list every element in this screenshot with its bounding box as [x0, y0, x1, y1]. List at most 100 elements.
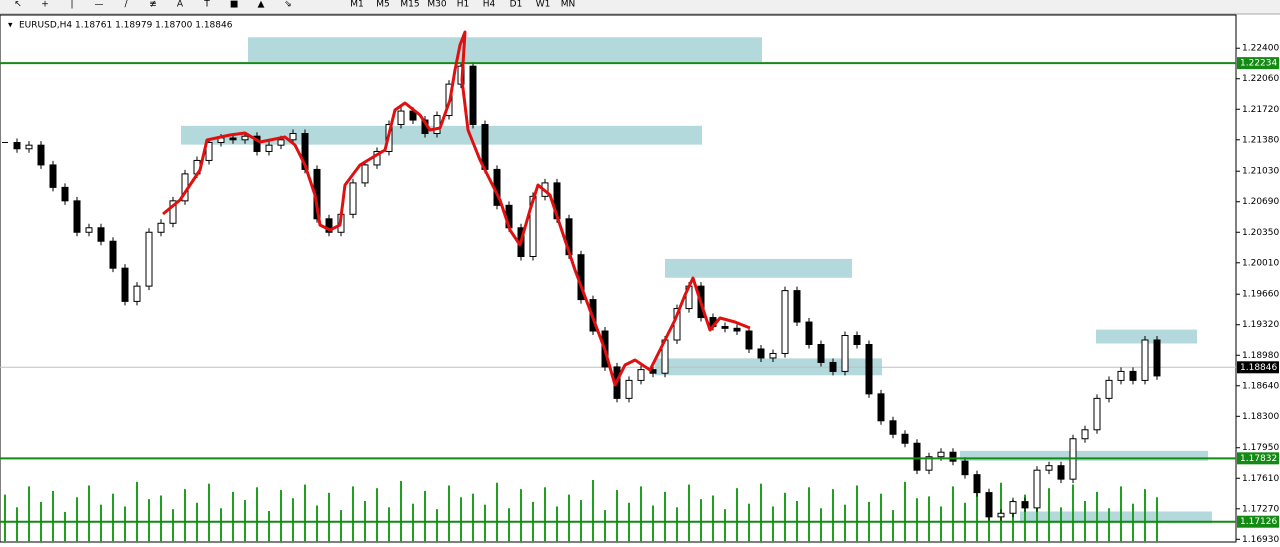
candle-body: [1117, 370, 1125, 381]
candle-body: [793, 290, 801, 323]
candle-body: [829, 361, 837, 372]
tool-icon[interactable]: A: [177, 0, 184, 10]
candle-body: [901, 433, 909, 444]
candle-body: [25, 144, 33, 150]
toolbar-periods: M1 M5 M15 M30 H1 H4 D1 W1 MN ↖ + | — / ≢ A T ■ ▲ ⇘: [14, 0, 575, 10]
candle-body: [349, 182, 357, 215]
candle-body: [469, 65, 477, 126]
period-button[interactable]: M1: [350, 0, 364, 10]
candle-body: [733, 327, 741, 332]
y-tick-label: 1.21380: [1242, 135, 1279, 145]
candle-body: [1057, 465, 1065, 480]
plot-area: [0, 14, 1237, 543]
y-tick-label: 1.20690: [1242, 197, 1279, 207]
candle-body: [169, 200, 177, 224]
candle-body: [1105, 379, 1113, 399]
candle-body: [121, 267, 129, 302]
level-label: 1.17126: [1240, 517, 1277, 527]
price-zone: [1096, 329, 1197, 344]
level-label: 1.22234: [1240, 59, 1277, 69]
period-button[interactable]: H1: [457, 0, 470, 10]
candle-body: [913, 442, 921, 471]
candle-body: [1045, 465, 1053, 471]
period-button[interactable]: M30: [427, 0, 446, 10]
level-label-box: [1237, 452, 1279, 465]
symbol-title: EURUSD,H4: [19, 21, 72, 31]
candle-body: [781, 290, 789, 354]
candle-body: [61, 186, 69, 202]
candle-body: [109, 240, 117, 269]
candle-body: [925, 456, 933, 471]
candle-body: [1009, 501, 1017, 514]
tool-icon[interactable]: ⇘: [284, 0, 292, 10]
period-button[interactable]: MN: [561, 0, 576, 10]
candle-body: [265, 144, 273, 152]
tool-icon[interactable]: ▲: [258, 0, 265, 10]
y-tick-label: 1.17270: [1242, 504, 1279, 514]
price-zone: [181, 125, 702, 145]
period-button[interactable]: M5: [376, 0, 390, 10]
level-label: 1.17832: [1240, 454, 1277, 464]
candle-body: [805, 321, 813, 345]
candle-body: [37, 144, 45, 166]
candle-body: [1021, 501, 1029, 509]
candle-body: [769, 352, 777, 359]
candle-body: [145, 231, 153, 287]
y-tick-label: 1.17950: [1242, 443, 1279, 453]
candle-body: [625, 379, 633, 399]
y-tick-label: 1.21030: [1242, 167, 1279, 177]
tool-icon[interactable]: |: [70, 0, 73, 10]
y-tick-label: 1.21720: [1242, 105, 1279, 115]
price-zone: [665, 258, 852, 278]
tool-icon[interactable]: —: [95, 0, 104, 10]
candle-body: [241, 135, 249, 141]
candle-body: [637, 369, 645, 381]
candle-body: [205, 141, 213, 161]
current-price-box: [1237, 361, 1279, 374]
candle-body: [1081, 429, 1089, 440]
tool-icon[interactable]: /: [124, 0, 128, 10]
y-tick-label: 1.20350: [1242, 228, 1279, 238]
candle-body: [361, 164, 369, 184]
candle-body: [13, 141, 21, 150]
level-label-box: [1237, 515, 1279, 528]
candle-body: [289, 133, 297, 141]
candle-body: [865, 343, 873, 395]
candle-body: [277, 139, 285, 146]
symbol-arrow: ▾: [8, 21, 13, 31]
candle-body: [73, 200, 81, 233]
y-tick-label: 1.22400: [1242, 44, 1279, 54]
candle-body: [49, 164, 57, 188]
tool-icon[interactable]: T: [203, 0, 210, 10]
tool-icon[interactable]: ↖: [14, 0, 22, 10]
candle-body: [433, 115, 441, 135]
period-button[interactable]: W1: [536, 0, 551, 10]
candle-body: [853, 335, 861, 345]
candle-body: [1141, 339, 1149, 381]
toolbar: [0, 0, 1280, 14]
candle-body: [1093, 397, 1101, 431]
y-tick-label: 1.16930: [1242, 535, 1279, 545]
candle-body: [817, 343, 825, 363]
period-button[interactable]: D1: [510, 0, 523, 10]
price-zone: [960, 450, 1208, 461]
candle-body: [997, 512, 1005, 518]
tool-icon[interactable]: ≢: [149, 0, 157, 10]
candle-body: [745, 330, 753, 350]
candle-body: [397, 110, 405, 126]
candle-body: [133, 285, 141, 302]
y-tick-label: 1.19320: [1242, 320, 1279, 330]
candle-body: [985, 492, 993, 518]
tool-icon[interactable]: ■: [230, 0, 239, 10]
period-button[interactable]: M15: [400, 0, 419, 10]
y-tick-label: 1.22060: [1242, 74, 1279, 84]
candle-body: [1153, 339, 1161, 377]
tool-icon[interactable]: +: [41, 0, 49, 10]
candle-body: [889, 420, 897, 435]
hand-drawn-trend: [162, 30, 751, 387]
price-zone: [1020, 511, 1212, 524]
period-button[interactable]: H4: [483, 0, 496, 10]
candle-body: [721, 326, 729, 329]
candle-body: [757, 348, 765, 359]
